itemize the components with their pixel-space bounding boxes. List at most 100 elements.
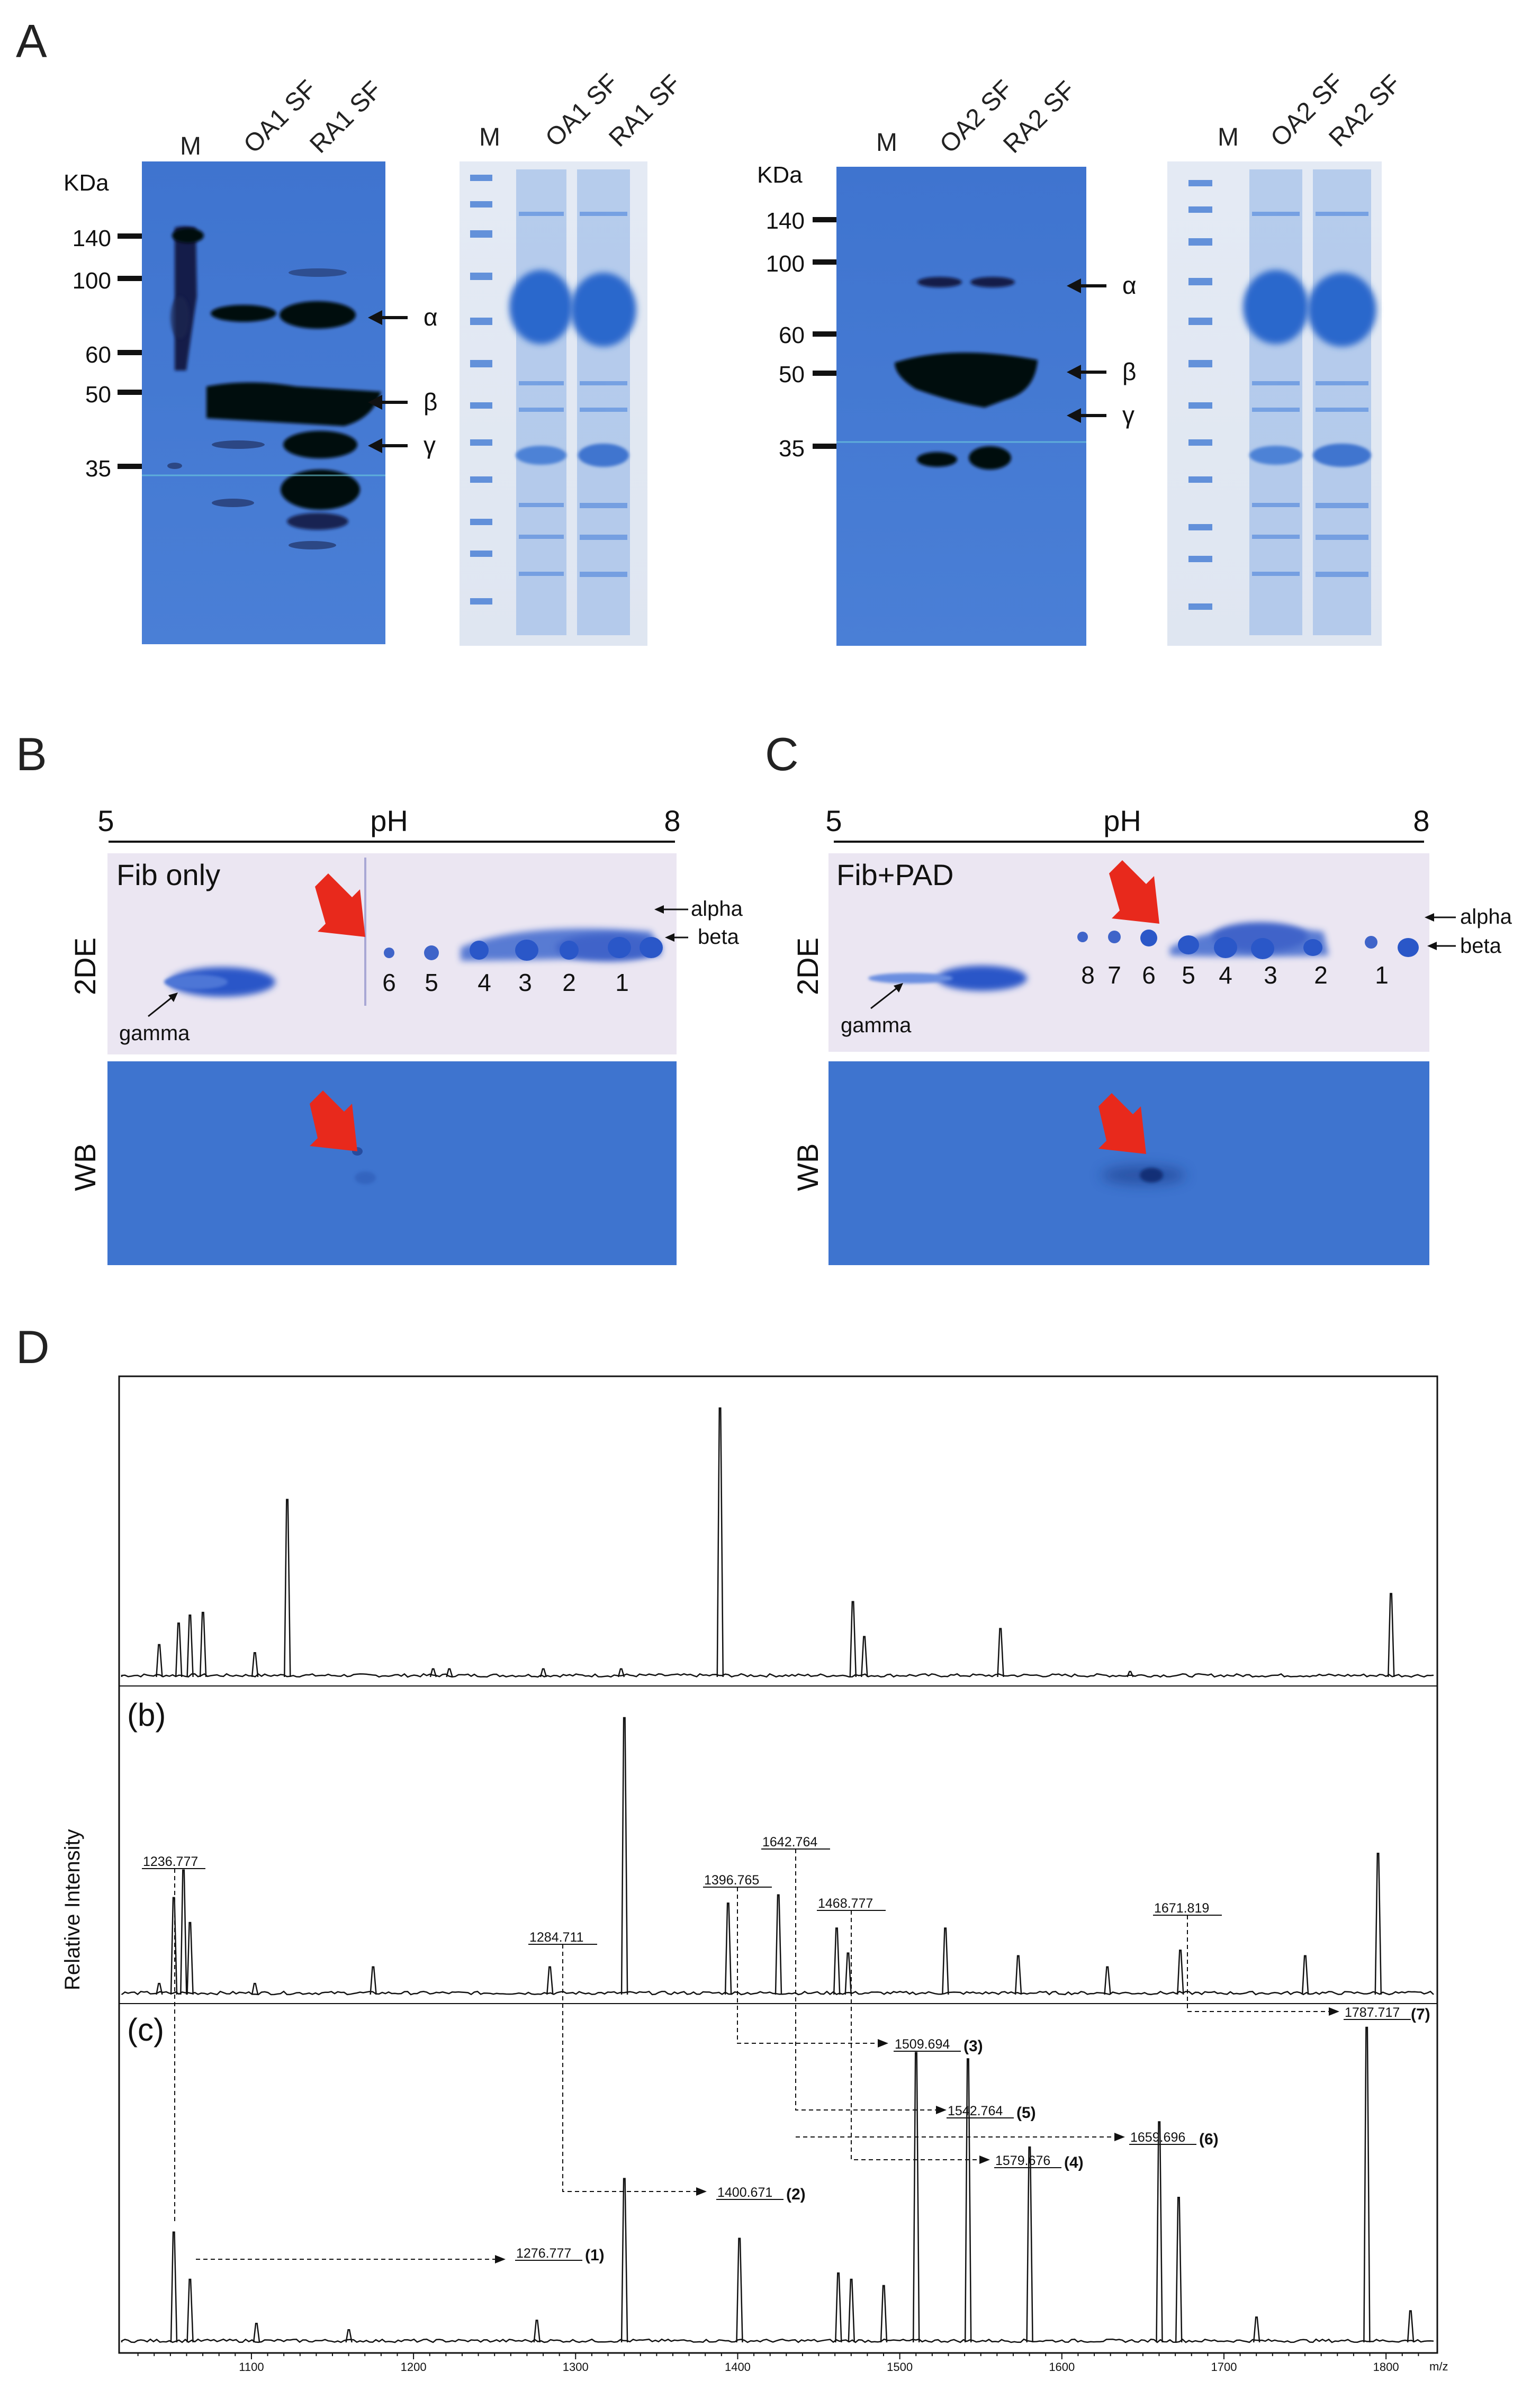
spot-number: 2	[1314, 961, 1328, 989]
beta-label: beta	[1460, 934, 1502, 958]
spot-number: 1	[1375, 961, 1389, 989]
panel-letter-d: D	[16, 1321, 50, 1373]
lane-label: RA1 SF	[304, 76, 387, 158]
chain-label-alpha: α	[424, 303, 438, 331]
spot-number: 5	[425, 969, 438, 996]
spot-number: 7	[1107, 961, 1121, 989]
chain-arrows: α β γ	[368, 303, 438, 459]
peak-number: (2)	[786, 2186, 806, 2203]
peak-label: 1509.694	[895, 2037, 950, 2052]
arrow-right-icon	[1329, 2007, 1339, 2016]
spot-number: 6	[382, 969, 396, 996]
alpha-label: alpha	[691, 897, 743, 921]
ms-spectra: Relative Intensity (b) (c) 1236.777 1284…	[61, 1375, 1448, 2374]
spot-number: 2	[562, 969, 576, 996]
arrow-right-icon	[936, 2106, 947, 2114]
arrow-right-icon	[696, 2187, 707, 2196]
arrow-left-icon	[1067, 365, 1081, 380]
connectors	[174, 1849, 1334, 2260]
condition-label: Fib only	[116, 858, 220, 891]
arrow-left-icon	[368, 310, 382, 325]
coomassie-gel-2: M OA2 SF RA2 SF	[1167, 69, 1407, 646]
peak-number: (4)	[1064, 2154, 1084, 2171]
peak-number: (3)	[963, 2037, 983, 2055]
panel-b-wb: WB	[68, 1061, 677, 1265]
ph-low: 5	[825, 804, 842, 837]
row-label-wb: WB	[791, 1143, 824, 1191]
row-label-2de: 2DE	[791, 937, 824, 995]
peak-label: 1579.676	[995, 2153, 1050, 2168]
arrow-left-icon	[654, 905, 664, 914]
spot-number: 3	[518, 969, 532, 996]
subpanel-label: (b)	[127, 1697, 166, 1733]
gamma-label: gamma	[119, 1022, 190, 1045]
marker-label: 60	[85, 342, 111, 368]
spot-numbers: 8 7 6 5 4 3 2 1	[1081, 961, 1389, 989]
peak-label: 1468.777	[818, 1896, 873, 1911]
spectrum-trace	[121, 1407, 1434, 1678]
spot-number: 3	[1264, 961, 1277, 989]
lane-label: M	[876, 129, 897, 157]
panel-c-2de: 5 pH 8 Fib+PAD 2DE 8 7 6 5 4 3 2 1 al	[791, 804, 1512, 1052]
x-tick-label: 1300	[563, 2360, 589, 2374]
spot-number: 4	[1219, 961, 1232, 989]
beta-label: beta	[698, 925, 740, 949]
peak-label: 1284.711	[529, 1930, 583, 1945]
lane-label: M	[1218, 123, 1239, 151]
lane-labels: M OA2 SF RA2 SF	[876, 75, 1081, 159]
arrow-right-icon	[979, 2155, 990, 2164]
row-label-wb: WB	[68, 1143, 102, 1191]
arrow-right-icon	[878, 2039, 888, 2048]
spot-number: 6	[1142, 961, 1156, 989]
arrow-up-right-icon	[894, 983, 903, 993]
kda-title: KDa	[64, 170, 109, 196]
connector-arrowheads	[495, 2007, 1339, 2263]
ph-high: 8	[664, 804, 680, 837]
peak-label: 1276.777	[516, 2246, 571, 2261]
y-axis-label: Relative Intensity	[61, 1829, 84, 1990]
row-label-2de: 2DE	[68, 937, 102, 995]
lane-labels: M OA1 SF RA1 SF	[180, 75, 388, 160]
red-arrow-icon	[1109, 860, 1159, 924]
lane-label: OA1 SF	[238, 75, 322, 159]
c-peak-annotations: 1276.777 (1) 1400.671 (2) 1509.694 (3) 1…	[515, 2005, 1430, 2264]
peak-number: (5)	[1016, 2104, 1036, 2122]
spot-number: 1	[615, 969, 629, 996]
x-tick-label: 1200	[401, 2360, 427, 2374]
arrow-left-icon	[1427, 942, 1437, 950]
panel-b-2de: 5 pH 8 Fib only 2DE 6 5 4 3 2 1 alpha	[68, 804, 743, 1054]
condition-label: Fib+PAD	[836, 858, 953, 891]
peak-label: 1396.765	[704, 1873, 759, 1888]
peak-label: 1236.777	[143, 1854, 198, 1869]
x-tick-label: 1400	[725, 2360, 751, 2374]
spot-number: 4	[478, 969, 491, 996]
chain-label-gamma: γ	[1122, 401, 1134, 429]
peak-label: 1642.764	[762, 1835, 817, 1850]
marker-label: 35	[85, 456, 111, 482]
peak-number: (6)	[1199, 2131, 1219, 2148]
peak-label: 1787.717	[1345, 2005, 1400, 2020]
x-tick-label: 1700	[1211, 2360, 1237, 2374]
marker-label: 50	[85, 382, 111, 408]
marker-label: 140	[73, 226, 111, 251]
arrow-left-icon	[1067, 408, 1081, 423]
panel-letter-b: B	[16, 728, 47, 780]
kda-title: KDa	[757, 162, 803, 188]
lane-label: M	[180, 132, 201, 160]
marker-label: 100	[766, 251, 805, 277]
arrow-left-icon	[368, 395, 382, 410]
alpha-label: alpha	[1460, 905, 1512, 928]
chain-label-beta: β	[1122, 358, 1136, 385]
ph-high: 8	[1413, 804, 1429, 837]
kda-markers: 140 100 60 50 35	[766, 208, 839, 462]
spectrum-trace	[121, 2026, 1434, 2343]
marker-label: 140	[766, 208, 805, 234]
marker-label: 50	[779, 362, 805, 387]
lane-labels: M OA1 SF RA1 SF	[479, 69, 687, 152]
chain-label-beta: β	[424, 388, 437, 416]
x-tick-label: 1500	[887, 2360, 913, 2374]
marker-label: 35	[779, 436, 805, 462]
peak-number: (7)	[1411, 2006, 1430, 2023]
western-blot-2: KDa 140 100 60 50 35 M OA2 SF RA2 SF	[757, 75, 1137, 646]
peak-label: 1659.696	[1130, 2130, 1185, 2145]
